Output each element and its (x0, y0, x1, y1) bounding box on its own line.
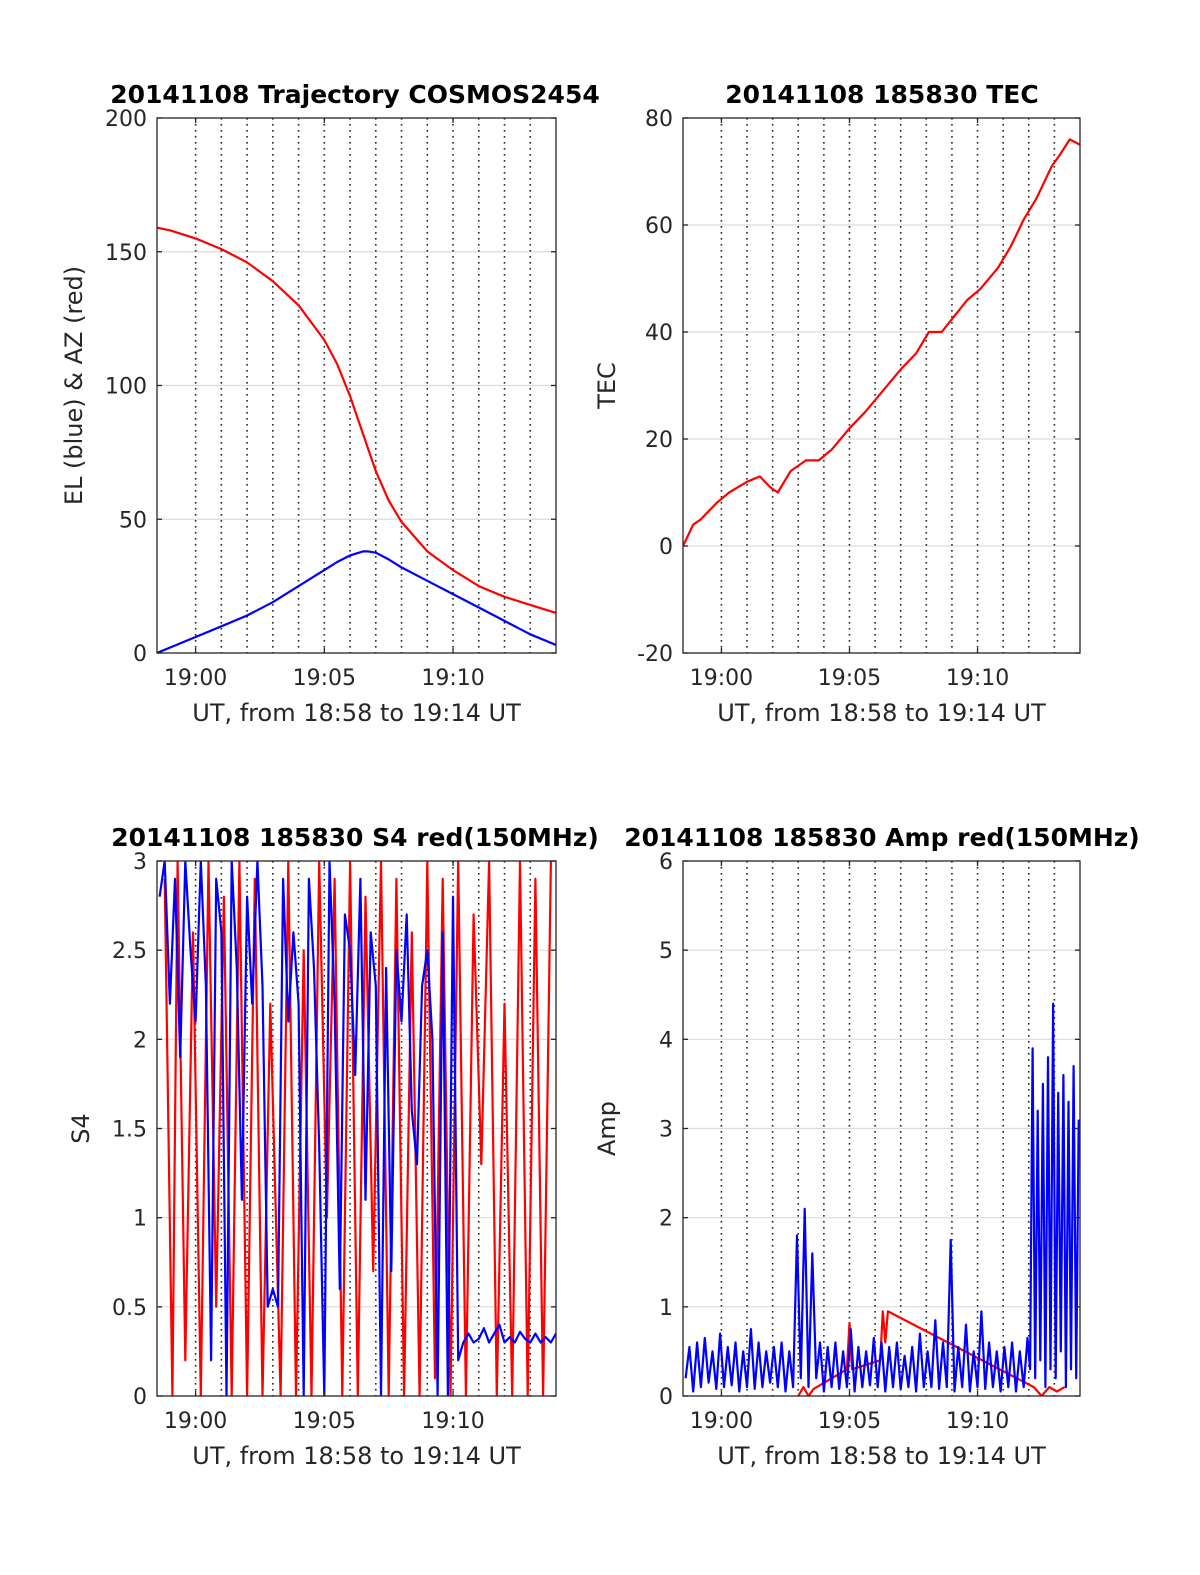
x-tick-label: 19:05 (818, 1409, 881, 1434)
y-tick-label: 2.5 (112, 939, 147, 964)
y-axis-label: S4 (67, 1113, 95, 1144)
y-tick-label: 1.5 (112, 1118, 147, 1143)
y-tick-label: 6 (659, 850, 673, 875)
y-axis-label: TEC (593, 362, 621, 410)
y-tick-label: 0.5 (112, 1296, 147, 1321)
x-axis-label: UT, from 18:58 to 19:14 UT (192, 1442, 521, 1470)
y-tick-label: 2 (133, 1028, 147, 1053)
series-line-blue (158, 861, 556, 1396)
chart-title: 20141108 Trajectory COSMOS2454 (110, 80, 600, 109)
chart-4: 0 1 2 3 4 5 6 19:00 19:05 19:10 20141108 185830 Am… (593, 823, 1140, 1470)
y-tick-label: 80 (645, 107, 673, 132)
y-tick-label: 200 (105, 107, 147, 132)
chart-2: -20 0 20 40 60 80 19:00 19:05 19:10 20141108 1858… (593, 80, 1081, 727)
x-tick-label: 19:10 (421, 1409, 484, 1434)
y-tick-label: 0 (133, 642, 147, 667)
y-tick-label: 50 (119, 508, 147, 533)
y-axis-label: EL (blue) & AZ (red) (60, 266, 88, 505)
x-tick-label: 19:05 (293, 666, 356, 691)
plot-area (683, 118, 1080, 653)
y-tick-label: 3 (659, 1118, 673, 1143)
y-tick-label: 5 (659, 939, 673, 964)
y-tick-label: 0 (659, 1385, 673, 1410)
y-tick-label: -20 (637, 642, 673, 667)
x-tick-label: 19:00 (164, 1409, 227, 1434)
series-line-red (157, 226, 556, 614)
series-line-blue (684, 1002, 1080, 1393)
chart-title: 20141108 185830 TEC (725, 80, 1038, 109)
y-tick-label: 0 (133, 1385, 147, 1410)
y-tick-label: 0 (659, 535, 673, 560)
x-tick-label: 19:10 (946, 1409, 1009, 1434)
y-tick-label: 100 (105, 375, 147, 400)
y-tick-label: 150 (105, 241, 147, 266)
series-line-red (797, 1310, 1066, 1396)
x-tick-label: 19:05 (818, 666, 881, 691)
series-line-red (163, 861, 552, 1396)
x-tick-label: 19:05 (293, 1409, 356, 1434)
chart-3: 0 0.5 1 1.5 2 2.5 3 19:00 19:05 19:10 20141108 185… (67, 823, 599, 1470)
x-tick-label: 19:10 (421, 666, 484, 691)
y-tick-label: 1 (659, 1296, 673, 1321)
plot-frame (682, 117, 1081, 654)
chart-title: 20141108 185830 Amp red(150MHz) (624, 823, 1140, 852)
series-line-blue (157, 550, 556, 653)
y-tick-label: 20 (645, 428, 673, 453)
x-axis-label: UT, from 18:58 to 19:14 UT (717, 1442, 1046, 1470)
series-line-red (683, 138, 1080, 547)
x-tick-label: 19:10 (946, 666, 1009, 691)
y-tick-label: 1 (133, 1207, 147, 1232)
chart-title: 20141108 185830 S4 red(150MHz) (111, 823, 599, 852)
x-tick-label: 19:00 (690, 666, 753, 691)
x-axis-label: UT, from 18:58 to 19:14 UT (717, 699, 1046, 727)
chart-1: 0 50 100 150 200 19:00 19:05 19:10 20141108 Traj… (60, 80, 600, 727)
y-tick-label: 4 (659, 1028, 673, 1053)
y-tick-label: 40 (645, 321, 673, 346)
y-axis-label: Amp (593, 1101, 621, 1156)
y-tick-label: 60 (645, 214, 673, 239)
y-tick-label: 3 (133, 850, 147, 875)
x-tick-label: 19:00 (690, 1409, 753, 1434)
x-tick-label: 19:00 (164, 666, 227, 691)
y-tick-label: 2 (659, 1207, 673, 1232)
x-axis-label: UT, from 18:58 to 19:14 UT (192, 699, 521, 727)
